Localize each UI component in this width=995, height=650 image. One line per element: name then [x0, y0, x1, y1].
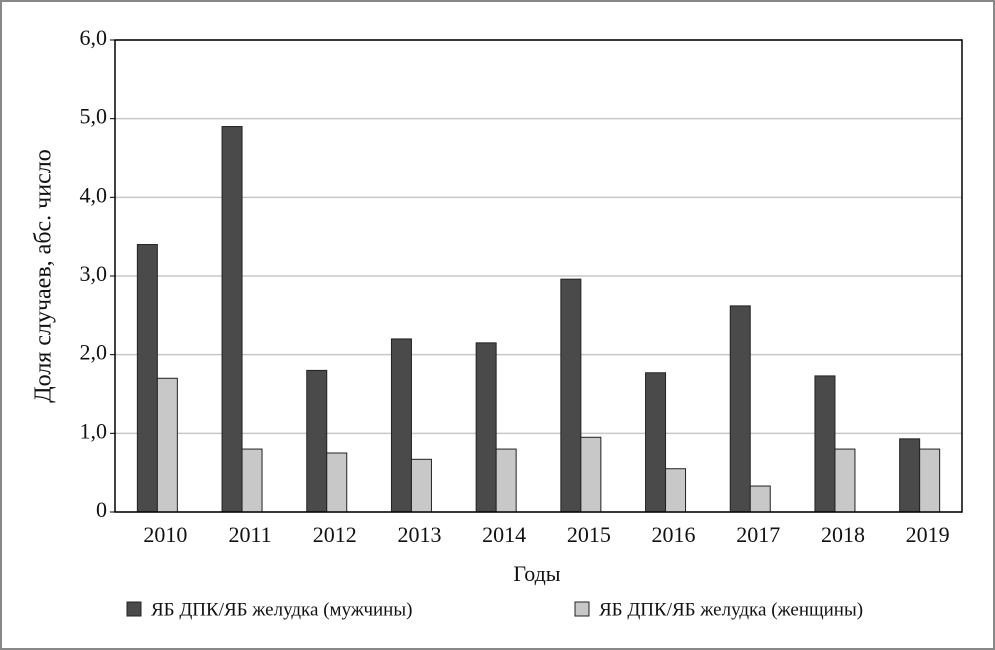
bar	[645, 372, 667, 513]
bar	[749, 485, 771, 513]
legend-label: ЯБ ДПК/ЯБ желудка (мужчины)	[151, 599, 412, 620]
y-axis-label: Доля случаев, абс. число	[31, 149, 57, 402]
legend-swatch	[574, 601, 590, 617]
bar	[814, 375, 836, 513]
x-tick-label: 2012	[313, 522, 357, 547]
bar	[241, 448, 263, 513]
bar	[136, 244, 158, 513]
bar	[495, 448, 517, 513]
bar	[729, 305, 751, 513]
x-tick-label: 2019	[906, 522, 950, 547]
bar	[899, 438, 921, 513]
x-tick-label: 2010	[143, 522, 187, 547]
y-tick-label: 4,0	[80, 182, 108, 207]
y-tick-label: 2,0	[80, 340, 108, 365]
bar	[326, 452, 348, 513]
bar	[834, 448, 856, 513]
x-tick-label: 2013	[397, 522, 441, 547]
bar	[156, 377, 178, 513]
y-tick-label: 1,0	[80, 418, 108, 443]
x-tick-label: 2011	[228, 522, 271, 547]
legend-swatch	[126, 601, 142, 617]
bar	[390, 338, 412, 513]
bar	[306, 369, 328, 513]
x-axis-label: Годы	[513, 561, 560, 586]
x-tick-label: 2014	[482, 522, 526, 547]
x-tick-label: 2018	[821, 522, 865, 547]
x-tick-label: 2015	[567, 522, 611, 547]
bar	[475, 342, 497, 513]
y-tick-label: 3,0	[80, 261, 108, 286]
x-tick-label: 2016	[652, 522, 696, 547]
bar	[580, 436, 602, 513]
bar	[221, 126, 243, 513]
legend-label: ЯБ ДПК/ЯБ желудка (женщины)	[599, 599, 863, 620]
bar	[410, 458, 432, 513]
x-tick-label: 2017	[736, 522, 780, 547]
bar	[919, 448, 941, 513]
y-tick-label: 6,0	[80, 25, 108, 50]
y-tick-label: 5,0	[80, 104, 108, 129]
bar	[560, 278, 582, 513]
bar	[665, 468, 687, 513]
y-tick-label: 0	[96, 497, 107, 522]
plot-border	[114, 39, 963, 513]
